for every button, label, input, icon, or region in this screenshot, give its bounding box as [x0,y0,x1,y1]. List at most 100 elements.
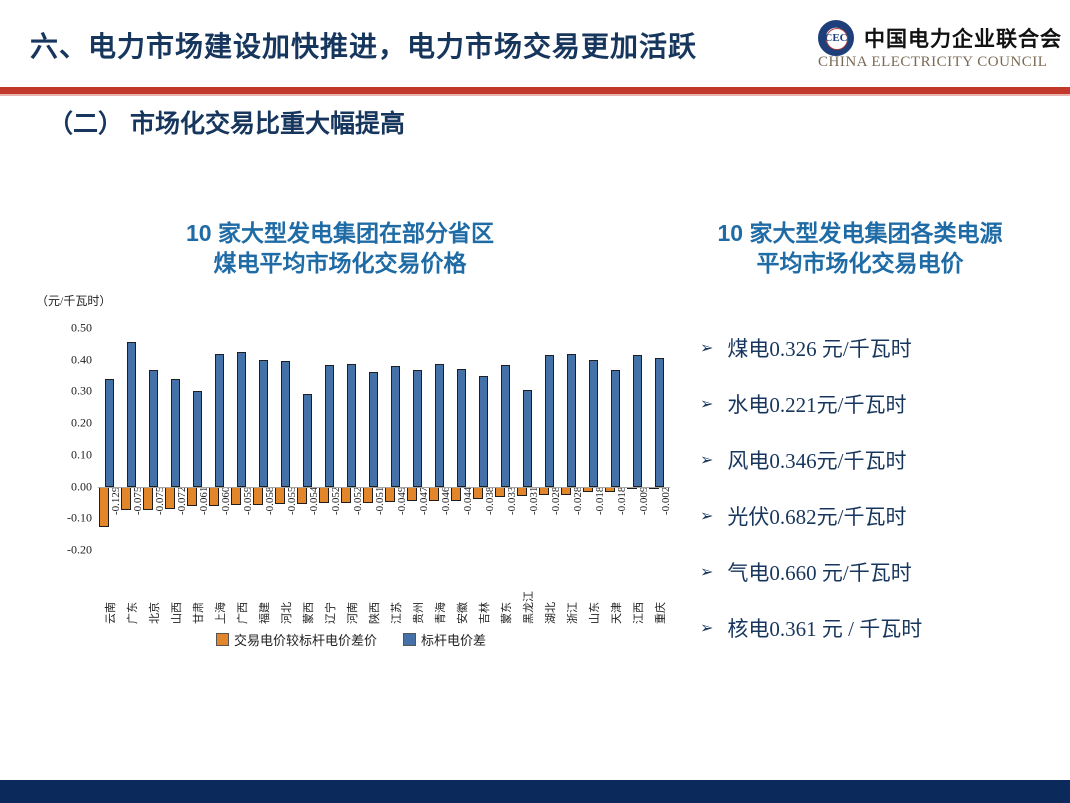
chart-column: -0.054 蒙西 [296,328,320,624]
legend-swatch-icon [403,633,416,646]
chart-column: -0.047 贵州 [406,328,430,624]
chart-bars-group: -0.129 云南 -0.075 广东 -0.075 北京 -0.072 山西 -0.061 甘肃… [98,328,673,624]
x-axis-category-label: 甘肃 [193,602,206,624]
zero-axis-line [98,486,670,488]
bar-price-difference [473,486,483,499]
x-axis-category-label: 山东 [589,602,602,624]
list-item-label: 核电0.361 元 / 千瓦时 [727,617,923,641]
x-axis-category-label: 河南 [347,602,360,624]
bar-benchmark-price [126,342,136,487]
bar-benchmark-price [588,360,598,487]
bar-benchmark-price [236,351,246,487]
chart-column: -0.060 上海 [208,328,232,624]
bar-benchmark-price [478,376,488,487]
header-divider-red [0,87,1070,94]
bar-price-difference [121,486,131,511]
chart-column: -0.009 江西 [626,328,650,624]
chart-column: -0.028 湖北 [538,328,562,624]
x-axis-category-label: 天津 [611,602,624,624]
chart-column: -0.018 山东 [582,328,606,624]
chart-column: -0.055 河北 [274,328,298,624]
legend-item[interactable]: 交易电价较标杆电价差价 [215,630,377,649]
bullet-arrow-icon: ➢ [700,396,714,413]
x-axis-category-label: 蒙东 [501,602,514,624]
chart-legend: 交易电价较标杆电价差价 标杆电价差 [36,630,666,649]
bar-price-difference [99,486,109,528]
list-item: ➢ 气电0.660 元/千瓦时 [700,560,1060,586]
slide-header: 六、电力市场建设加快推进，电力市场交易更加活跃 CEC 中国电力企业联合会 CH… [0,0,1070,86]
list-item-label: 风电0.346元/千瓦时 [727,449,907,473]
x-axis-category-label: 福建 [259,602,272,624]
bar-price-difference [451,486,461,501]
list-item: ➢ 煤电0.326 元/千瓦时 [700,336,1060,362]
bar-benchmark-price [434,364,444,487]
chart-column: -0.028 浙江 [560,328,584,624]
bar-benchmark-price [192,391,202,487]
legend-label: 交易电价较标杆电价差价 [233,633,377,648]
bar-benchmark-price [280,360,290,487]
bar-price-difference [363,486,373,503]
chart-column: -0.052 河南 [340,328,364,624]
chart-column: -0.059 广西 [230,328,254,624]
right-panel-title-line2: 平均市场化交易电价 [756,250,964,276]
chart-column: -0.018 天津 [604,328,628,624]
bar-benchmark-price [456,368,466,487]
chart-column: -0.051 陕西 [362,328,386,624]
legend-item[interactable]: 标杆电价差 [403,630,486,649]
bar-benchmark-price [412,370,422,487]
bar-benchmark-price [104,379,114,487]
y-axis-tick: 0.30 [71,383,92,398]
bar-price-difference [319,486,329,504]
left-chart-title-line1: 10 家大型发电集团在部分省区 [186,220,494,246]
y-axis-tick: 0.10 [71,447,92,462]
bar-benchmark-price [566,354,576,487]
chart-column: -0.052 辽宁 [318,328,342,624]
legend-swatch-icon [215,633,229,646]
bar-price-difference [341,486,351,504]
bar-benchmark-price [610,369,620,487]
bar-benchmark-price [632,354,642,487]
page-title: 六、电力市场建设加快推进，电力市场交易更加活跃 [30,31,698,62]
header-divider-red-light [0,94,1070,96]
x-axis-category-label: 北京 [149,602,162,624]
section-heading: （二） 市场化交易比重大幅提高 [48,110,405,138]
energy-type-price-list: ➢ 煤电0.326 元/千瓦时 ➢ 水电0.221元/千瓦时 ➢ 风电0.346元/千瓦时… [700,336,1060,672]
bar-price-difference [429,486,439,502]
bar-price-difference [539,486,549,496]
chart-column: -0.031 黑龙江 [516,328,540,624]
list-item-label: 气电0.660 元/千瓦时 [727,561,912,585]
bullet-arrow-icon: ➢ [700,452,714,469]
bar-price-difference [517,486,527,497]
bar-price-difference [187,486,197,506]
x-axis-category-label: 广西 [237,602,250,624]
bar-benchmark-price [346,364,356,487]
chart-column: -0.072 山西 [164,328,188,624]
bar-benchmark-price [324,365,334,487]
list-item: ➢ 光伏0.682元/千瓦时 [700,504,1060,530]
bar-benchmark-price [148,370,158,487]
cec-emblem-icon: CEC [818,20,854,56]
chart-column: -0.129 云南 [98,328,122,624]
list-item: ➢ 核电0.361 元 / 千瓦时 [700,616,1060,642]
bullet-arrow-icon: ➢ [700,340,714,357]
bar-value-label: -0.002 [660,486,673,515]
bar-benchmark-price [302,394,312,487]
logo-text-english: CHINA ELECTRICITY COUNCIL [818,54,1048,70]
bar-price-difference [275,486,285,504]
x-axis-category-label: 江苏 [391,602,404,624]
chart-column: -0.075 北京 [142,328,166,624]
bar-benchmark-price [170,379,180,487]
organization-logo: CEC 中国电力企业联合会 CHINA ELECTRICITY COUNCIL [812,18,1062,80]
chart-column: -0.038 吉林 [472,328,496,624]
left-chart-title-line2: 煤电平均市场化交易价格 [213,250,467,276]
x-axis-category-label: 陕西 [369,602,382,624]
bar-price-difference [407,486,417,502]
bar-benchmark-price [258,360,268,487]
list-item-label: 水电0.221元/千瓦时 [727,393,907,417]
y-axis-tick: -0.10 [67,510,92,525]
x-axis-category-label: 广东 [127,602,140,624]
slide-footer-bar [0,780,1070,803]
bar-price-difference [165,486,175,510]
chart-plot-area: -0.129 云南 -0.075 广东 -0.075 北京 -0.072 山西 -0.061 甘肃… [67,321,673,625]
bar-price-difference [143,486,153,511]
